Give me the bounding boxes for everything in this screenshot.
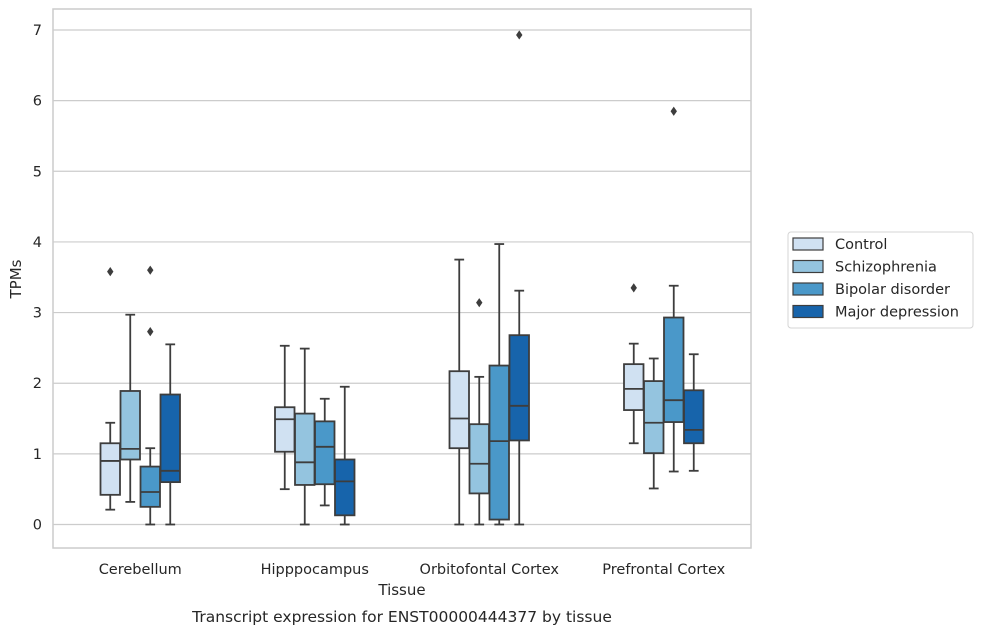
iqr-box (623, 363, 645, 411)
iqr-box (508, 334, 530, 442)
legend-swatch (792, 304, 824, 319)
iqr-box (139, 465, 161, 508)
iqr-box (643, 380, 665, 455)
y-tick-label: 2 (33, 376, 42, 392)
legend-swatch (792, 259, 824, 274)
legend-label: Bipolar disorder (835, 282, 950, 298)
box-bipolar-disorder (314, 397, 336, 507)
x-tick-label: Cerebellum (99, 562, 182, 578)
iqr-box (99, 442, 121, 496)
chart-caption: Transcript expression for ENST0000044437… (191, 608, 612, 626)
x-tick-label: Prefrontal Cortex (602, 562, 725, 578)
box-major-depression (159, 343, 181, 526)
y-axis-label: TPMs (7, 259, 25, 299)
box-bipolar-disorder (663, 106, 685, 473)
outlier-point (630, 283, 637, 293)
axes: 0 1 2 3 4 5 6 7 Cerebellum Hipppocampus Orbitofont… (33, 8, 752, 578)
outlier-point (476, 298, 483, 308)
box-control (274, 344, 296, 491)
y-tick-label: 5 (33, 164, 42, 180)
box-control (99, 266, 121, 511)
legend-swatch (792, 237, 824, 251)
x-axis-label: Tissue (377, 581, 425, 599)
y-tick-label: 1 (33, 447, 42, 463)
outlier-point (670, 106, 677, 116)
legend-label: Major depression (835, 305, 959, 321)
plot-frame (52, 8, 752, 549)
y-tick-label: 6 (33, 94, 42, 110)
outlier-point (147, 265, 154, 275)
iqr-box (159, 393, 181, 484)
iqr-box (119, 390, 141, 461)
box-major-depression (683, 353, 705, 472)
box-major-depression (508, 30, 530, 526)
box-schizophrenia (119, 313, 141, 503)
box-layer (99, 30, 705, 526)
iqr-box (488, 364, 510, 521)
iqr-box (468, 423, 490, 495)
legend-label: Control (835, 237, 887, 253)
legend: Control Schizophrenia Bipolar disorder Majo… (787, 231, 974, 329)
box-control (623, 283, 645, 445)
box-control (448, 258, 470, 526)
outlier-point (147, 327, 154, 337)
y-tick-label: 7 (33, 23, 42, 39)
y-tick-label: 0 (33, 518, 42, 534)
box-major-depression (334, 385, 356, 526)
box-bipolar-disorder (488, 243, 510, 526)
legend-box (787, 231, 974, 329)
x-tick-label: Orbitofontal Cortex (420, 562, 560, 578)
iqr-box (314, 420, 336, 486)
box-bipolar-disorder (139, 265, 161, 526)
outlier-point (516, 30, 523, 40)
x-tick-label: Hipppocampus (261, 562, 369, 578)
legend-swatch (792, 282, 824, 296)
iqr-box (448, 370, 470, 450)
iqr-box (663, 316, 685, 423)
box-schizophrenia (643, 357, 665, 490)
box-schizophrenia (294, 347, 316, 526)
iqr-box (334, 458, 356, 517)
iqr-box (274, 406, 296, 453)
iqr-box (683, 389, 705, 445)
y-tick-label: 4 (33, 235, 42, 251)
y-tick-label: 3 (33, 306, 42, 322)
box-schizophrenia (468, 298, 490, 526)
iqr-box (294, 412, 316, 486)
outlier-point (107, 266, 114, 277)
legend-label: Schizophrenia (835, 260, 937, 276)
